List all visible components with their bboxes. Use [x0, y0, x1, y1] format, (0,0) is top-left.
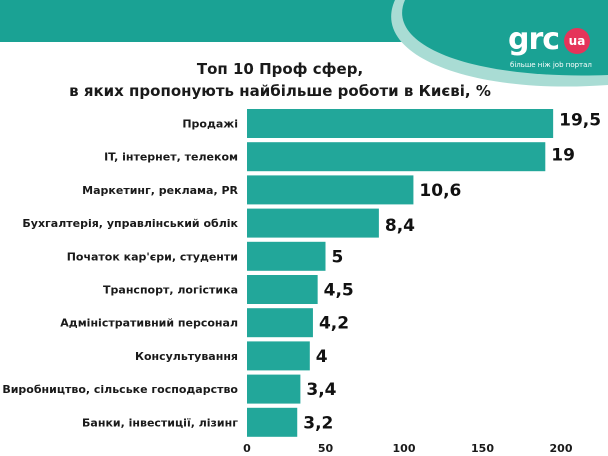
bar-1 [247, 109, 554, 138]
value-label-1: 19,5 [559, 111, 601, 131]
value-label-8: 4 [316, 347, 328, 367]
bar-8 [247, 341, 310, 371]
category-label-2: IT, інтернет, телеком [104, 151, 238, 164]
bars-group [247, 109, 554, 437]
header-banner [0, 0, 608, 87]
category-label-7: Адміністративний персонал [60, 317, 238, 330]
value-label-2: 19 [551, 146, 575, 166]
category-label-6: Транспорт, логістика [103, 284, 238, 297]
bar-10 [247, 407, 298, 437]
category-label-5: Початок кар'єри, студенти [67, 250, 238, 263]
logo-tagline: більше ніж job портал [510, 61, 592, 69]
category-label-10: Банки, інвестиції, лізинг [82, 416, 238, 429]
value-label-10: 3,2 [303, 413, 333, 433]
chart-title-line-1: Топ 10 Проф сфер, [196, 60, 364, 78]
logo-badge: ua [564, 28, 590, 54]
value-label-6: 4,5 [324, 281, 354, 301]
value-label-7: 4,2 [319, 314, 349, 334]
logo-text: grc [508, 22, 560, 57]
x-tick-label-100: 100 [393, 442, 416, 455]
value-label-9: 3,4 [306, 380, 336, 400]
bar-5 [247, 241, 326, 271]
grc-logo: grc ua більше ніж job портал [508, 22, 592, 72]
bar-9 [247, 374, 301, 404]
category-label-3: Маркетинг, реклама, PR [82, 184, 238, 197]
bar-6 [247, 275, 318, 304]
category-labels-group: Продажі IT, інтернет, телеком Маркетинг, р… [2, 118, 238, 430]
value-label-3: 10,6 [419, 181, 461, 201]
x-tick-label-200: 200 [550, 442, 573, 455]
x-tick-label-0: 0 [243, 442, 251, 455]
bar-2 [247, 142, 546, 172]
chart-title-line-2: в яких пропонують найбільше роботи в Киє… [69, 82, 491, 100]
x-axis-ticks-group: 0 50 100 150 200 [243, 442, 573, 455]
x-tick-label-50: 50 [318, 442, 334, 455]
value-label-4: 8,4 [385, 216, 415, 236]
bar-3 [247, 175, 414, 205]
bar-4 [247, 208, 379, 238]
value-label-5: 5 [332, 247, 344, 267]
category-label-9: Виробництво, сільське господарство [2, 383, 238, 396]
chart-title: Топ 10 Проф сфер, в яких пропонують найб… [60, 58, 500, 102]
category-label-4: Бухгалтерія, управлінський облік [22, 217, 238, 230]
value-labels-group: 19,5 19 10,68,4 5 4,5 4,2 4 3,4 3,2 [303, 111, 601, 434]
category-label-1: Продажі [182, 118, 238, 131]
banner-wave [402, 0, 608, 76]
category-label-8: Консультування [135, 350, 238, 363]
bar-7 [247, 308, 313, 338]
x-tick-label-150: 150 [471, 442, 494, 455]
